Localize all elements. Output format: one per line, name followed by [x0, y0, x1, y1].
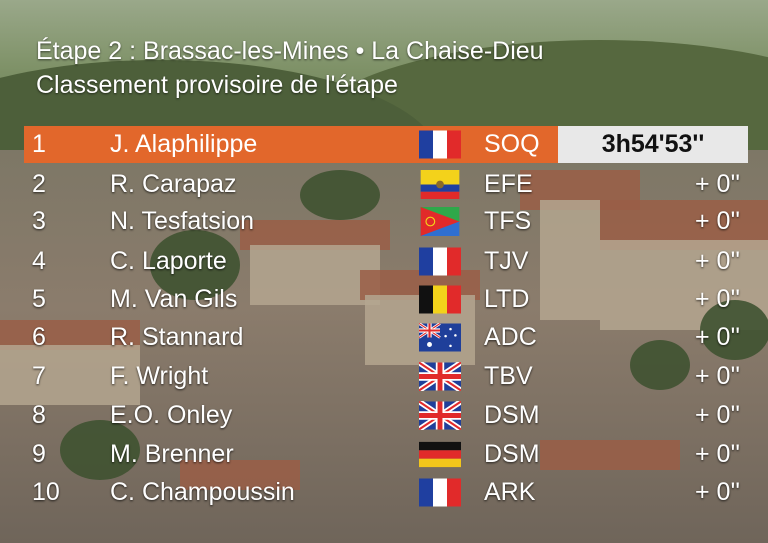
- rider-name: N. Tesfatsion: [110, 207, 255, 235]
- rider-name: R. Carapaz: [110, 170, 237, 198]
- eritrea-flag-icon: [419, 207, 461, 236]
- team-code: TBV: [484, 362, 533, 390]
- rider-name: E.O. Onley: [110, 401, 233, 429]
- rank: 3: [32, 207, 46, 235]
- uk-flag-icon: [419, 362, 461, 391]
- time-value: + 0'': [695, 362, 740, 390]
- rank: 2: [32, 170, 46, 198]
- rank: 8: [32, 401, 46, 429]
- rider-name: F. Wright: [110, 362, 209, 390]
- rank: 5: [32, 285, 46, 313]
- time-value: + 0'': [695, 478, 740, 506]
- stage-route-title: Étape 2 : Brassac-les-Mines • La Chaise-…: [36, 37, 544, 65]
- team-code: DSM: [484, 440, 540, 468]
- france-flag-icon: [419, 130, 461, 159]
- time-value: + 0'': [695, 440, 740, 468]
- rank: 9: [32, 440, 46, 468]
- france-flag-icon: [419, 478, 461, 507]
- australia-flag-icon: [419, 323, 461, 352]
- rider-name: M. Brenner: [110, 440, 234, 468]
- team-code: ADC: [484, 323, 537, 351]
- rider-name: C. Champoussin: [110, 478, 295, 506]
- team-code: LTD: [484, 285, 530, 313]
- team-code: TFS: [484, 207, 532, 235]
- standings-row-leader: 1 J. Alaphilippe SOQ 3h54'53'': [24, 126, 748, 163]
- rider-name: M. Van Gils: [110, 285, 238, 313]
- germany-flag-icon: [419, 440, 461, 469]
- time-value: + 0'': [695, 323, 740, 351]
- standings-row: 4 C. Laporte TJV + 0'': [24, 243, 748, 280]
- standings-row: 7 F. Wright TBV + 0'': [24, 358, 748, 395]
- belgium-flag-icon: [419, 285, 461, 314]
- team-code: EFE: [484, 170, 533, 198]
- rank: 6: [32, 323, 46, 351]
- rider-name: R. Stannard: [110, 323, 244, 351]
- standings-row: 8 E.O. Onley DSM + 0'': [24, 397, 748, 434]
- standings-row: 6 R. Stannard ADC + 0'': [24, 319, 748, 356]
- stage-title-block: Étape 2 : Brassac-les-Mines • La Chaise-…: [36, 34, 544, 102]
- standings-row: 3 N. Tesfatsion TFS + 0'': [24, 203, 748, 240]
- rank: 7: [32, 362, 46, 390]
- standings-row: 2 R. Carapaz EFE + 0'': [24, 166, 748, 203]
- france-flag-icon: [419, 247, 461, 276]
- rank: 10: [32, 478, 60, 506]
- standings-row: 10 C. Champoussin ARK + 0'': [24, 474, 748, 511]
- ecuador-flag-icon: [419, 170, 461, 199]
- uk-flag-icon: [419, 401, 461, 430]
- time-value: 3h54'53'': [558, 126, 748, 163]
- standings-row: 5 M. Van Gils LTD + 0'': [24, 281, 748, 318]
- standings-subtitle: Classement provisoire de l'étape: [36, 71, 398, 99]
- time-value: + 0'': [695, 170, 740, 198]
- time-value: + 0'': [695, 285, 740, 313]
- rank: 1: [32, 130, 46, 158]
- standings-row: 9 M. Brenner DSM + 0'': [24, 436, 748, 473]
- time-value: + 0'': [695, 247, 740, 275]
- team-code: ARK: [484, 478, 536, 506]
- rider-name: C. Laporte: [110, 247, 227, 275]
- time-value: + 0'': [695, 401, 740, 429]
- team-code: SOQ: [484, 130, 540, 158]
- team-code: DSM: [484, 401, 540, 429]
- rider-name: J. Alaphilippe: [110, 130, 258, 158]
- time-value: + 0'': [695, 207, 740, 235]
- rank: 4: [32, 247, 46, 275]
- team-code: TJV: [484, 247, 529, 275]
